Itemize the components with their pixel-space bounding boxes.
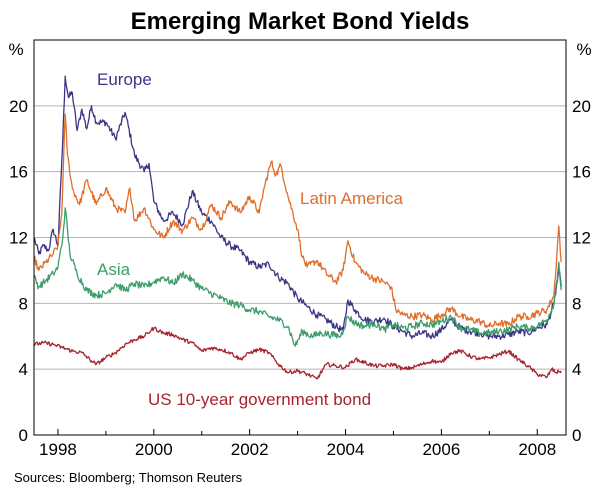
y-tick-label-right: 4 (572, 360, 581, 379)
y-axis-left: 0 4 8 12 16 20 (9, 97, 28, 445)
series-label-latin-america: Latin America (300, 189, 404, 208)
x-tick-label: 2002 (231, 440, 269, 459)
source-note: Sources: Bloomberg; Thomson Reuters (14, 470, 243, 485)
y-tick-label-right: 0 (572, 426, 581, 445)
y-tick-label-right: 16 (572, 163, 591, 182)
y-tick-label-right: 20 (572, 97, 591, 116)
series-line-us-10-year (33, 326, 562, 380)
x-tick-label: 1998 (39, 440, 77, 459)
x-axis: 1998 2000 2002 2004 2006 2008 (39, 429, 556, 459)
series-label-europe: Europe (97, 70, 152, 89)
y-tick-label-right: 12 (572, 229, 591, 248)
x-tick-label: 2006 (422, 440, 460, 459)
series-line-latin-america (33, 113, 562, 328)
plot-frame (33, 39, 567, 436)
y-tick-label-right: 8 (572, 294, 581, 313)
series-labels: Europe Latin America Asia US 10-year govern… (97, 70, 404, 409)
y-unit-left: % (8, 40, 23, 59)
series-label-us-10-year: US 10-year government bond (148, 390, 371, 409)
x-tick-label: 2000 (135, 440, 173, 459)
series-line-asia (33, 207, 562, 347)
chart-title: Emerging Market Bond Yields (131, 8, 470, 35)
y-tick-label-left: 8 (19, 294, 28, 313)
series-line-europe (33, 75, 562, 341)
gridlines (34, 105, 566, 370)
y-unit-right: % (576, 40, 591, 59)
x-tick-label: 2008 (518, 440, 556, 459)
series-label-asia: Asia (97, 260, 131, 279)
y-tick-label-left: 12 (9, 229, 28, 248)
y-axis-right: 0 4 8 12 16 20 (572, 97, 591, 445)
x-tick-label: 2004 (327, 440, 365, 459)
y-tick-label-left: 20 (9, 97, 28, 116)
y-tick-label-left: 16 (9, 163, 28, 182)
series-lines (33, 75, 562, 380)
y-tick-label-left: 4 (19, 360, 28, 379)
y-tick-label-left: 0 (19, 426, 28, 445)
